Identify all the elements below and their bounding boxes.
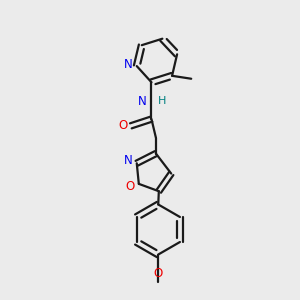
Text: H: H: [158, 96, 166, 106]
Text: O: O: [154, 267, 163, 280]
Text: N: N: [124, 58, 132, 71]
Text: N: N: [137, 95, 146, 108]
Text: O: O: [118, 119, 127, 132]
Text: N: N: [124, 154, 132, 167]
Text: O: O: [125, 180, 135, 193]
